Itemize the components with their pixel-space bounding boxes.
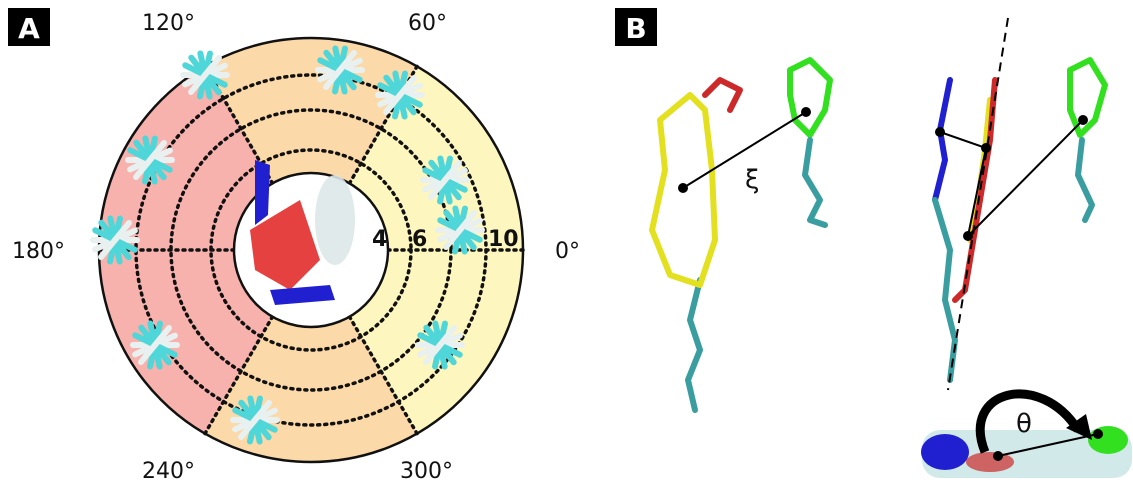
sterol-stick bbox=[383, 74, 417, 116]
radius-label: 6 bbox=[412, 227, 427, 252]
angle-label: 180° bbox=[12, 239, 65, 264]
center-chain bbox=[315, 175, 355, 265]
xi-label: ξ bbox=[745, 165, 760, 195]
blue-group bbox=[921, 434, 969, 470]
xi-line bbox=[682, 111, 807, 189]
sterol-stick bbox=[98, 219, 132, 261]
point bbox=[935, 127, 945, 137]
sterol-stick bbox=[443, 209, 477, 251]
dotted-spoke bbox=[203, 314, 275, 436]
sterol-stick bbox=[138, 324, 172, 366]
point bbox=[1078, 115, 1088, 125]
point bbox=[1093, 429, 1103, 439]
sterol-stick bbox=[188, 54, 222, 96]
center-red bbox=[250, 200, 320, 290]
green-group bbox=[1088, 426, 1128, 454]
lipid-chain bbox=[932, 197, 958, 383]
rotation-arrow bbox=[975, 389, 1082, 454]
sterol-stick bbox=[323, 49, 357, 91]
angle-label: 120° bbox=[142, 11, 195, 36]
lipid-chain bbox=[685, 277, 703, 413]
sugar bbox=[702, 77, 743, 113]
angle-label: 0° bbox=[555, 239, 580, 264]
point bbox=[981, 143, 991, 153]
theta-line bbox=[997, 433, 1099, 457]
panel-b: B ξ θ bbox=[615, 8, 1132, 478]
angle-label: 300° bbox=[400, 459, 453, 483]
sterol-stick bbox=[428, 159, 462, 201]
point bbox=[993, 451, 1003, 461]
molecules bbox=[90, 45, 485, 445]
point bbox=[801, 107, 811, 117]
radius-label: 4 bbox=[372, 227, 387, 252]
panel-label-box bbox=[8, 8, 50, 46]
panel-a: A 0° 60° 120° 180° 240° 300° 4 6 10 bbox=[8, 8, 580, 483]
arrow-head bbox=[1066, 414, 1092, 440]
angle-label: 60° bbox=[408, 11, 447, 36]
sector bbox=[205, 37, 417, 250]
sterol-green bbox=[1067, 57, 1108, 138]
panel-label: A bbox=[18, 12, 40, 45]
point bbox=[963, 231, 973, 241]
radius-label: 10 bbox=[488, 227, 519, 252]
sterol-stick bbox=[238, 399, 272, 441]
center-blue2 bbox=[270, 285, 335, 305]
sterol-tail bbox=[1075, 137, 1095, 223]
sterol-stick bbox=[133, 139, 167, 181]
sterol-tail bbox=[802, 137, 828, 228]
angle-label: 240° bbox=[142, 459, 195, 483]
geometry-lines bbox=[939, 119, 1084, 240]
dotted-spoke bbox=[347, 314, 419, 436]
panel-label-box bbox=[615, 8, 657, 46]
blue-part bbox=[932, 77, 953, 203]
axis-line bbox=[947, 17, 1009, 391]
sterol-green bbox=[787, 57, 833, 138]
center-blue bbox=[255, 160, 270, 225]
sterol-stick bbox=[423, 324, 457, 366]
ring-yellow bbox=[649, 92, 718, 288]
panel-label: B bbox=[625, 12, 646, 45]
point bbox=[678, 183, 688, 193]
theta-label: θ bbox=[1016, 409, 1032, 439]
